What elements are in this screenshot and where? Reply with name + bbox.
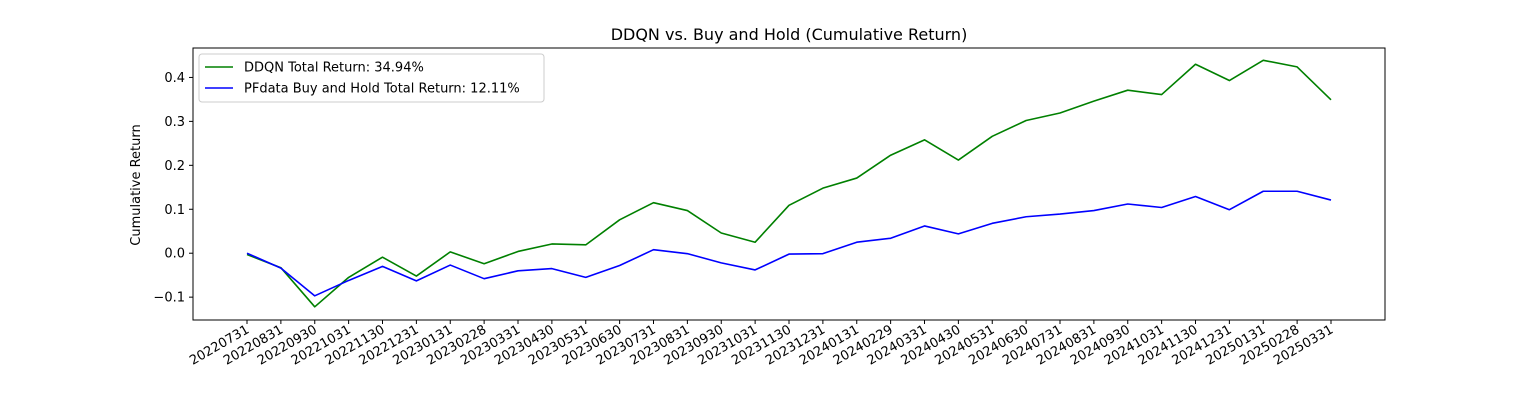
y-tick-label: 0.3	[164, 115, 185, 130]
y-tick-label: 0.2	[164, 159, 185, 174]
legend: DDQN Total Return: 34.94% PFdata Buy and …	[198, 53, 545, 103]
y-tick-label: 0.0	[164, 247, 185, 262]
y-tick-label: 0.4	[164, 71, 185, 86]
chart-title: DDQN vs. Buy and Hold (Cumulative Return…	[611, 25, 968, 44]
series-line-ddqn	[246, 59, 1332, 308]
series-line-buy-and-hold	[246, 190, 1332, 297]
y-axis-label: Cumulative Return	[129, 124, 144, 245]
legend-label-ddqn: DDQN Total Return: 34.94%	[244, 61, 424, 76]
legend-label-buy-and-hold: PFdata Buy and Hold Total Return: 12.11%	[244, 82, 520, 97]
legend-box	[198, 53, 545, 103]
y-tick-label: 0.1	[164, 203, 185, 218]
y-tick-label: −0.1	[153, 291, 185, 306]
